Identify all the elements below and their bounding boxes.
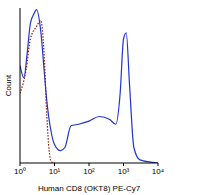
svg-text:Human CD8 (OKT8) PE-Cy7: Human CD8 (OKT8) PE-Cy7 bbox=[38, 184, 141, 193]
svg-text:Count: Count bbox=[8, 74, 13, 96]
svg-text:10¹: 10¹ bbox=[49, 167, 61, 176]
svg-text:10⁰: 10⁰ bbox=[14, 167, 26, 176]
svg-text:10³: 10³ bbox=[118, 167, 130, 176]
svg-text:10²: 10² bbox=[83, 167, 95, 176]
svg-text:10⁴: 10⁴ bbox=[152, 167, 165, 176]
